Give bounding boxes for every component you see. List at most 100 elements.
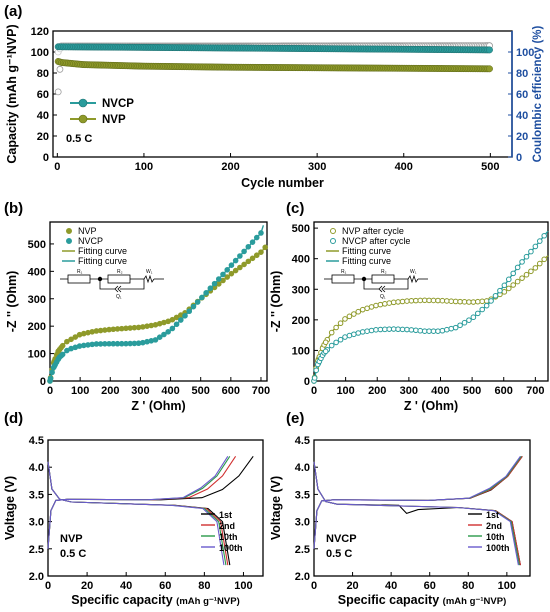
panel-c-point-0	[322, 339, 329, 346]
panel-d-xlabel: Specific capacity (mAh g⁻¹NVP)	[71, 593, 240, 607]
panel-c-xtick-label: 400	[431, 385, 449, 397]
panel-c-point-0	[333, 324, 339, 331]
panel-b-legend-1: NVCP	[78, 236, 103, 246]
panel-c-point-1	[413, 327, 419, 334]
panel-c-point-0	[417, 297, 424, 304]
panel-c-point-1	[435, 328, 441, 334]
panel-c-circuit-r1	[331, 274, 355, 284]
panel-b-legend-marker-1	[66, 238, 72, 244]
panel-a-xtick-label: 100	[135, 161, 153, 173]
panel-c-point-0	[501, 289, 508, 295]
panel-b-xtick-label: 100	[71, 385, 89, 397]
panel-d-xtick-label: 60	[159, 580, 171, 592]
panel-c-point-1	[386, 326, 393, 332]
panel-e-ytick-label: 2.5	[295, 544, 310, 556]
panel-d-ytick-label: 3.5	[29, 489, 44, 501]
panel-b-circuit-label-r1: R₁	[77, 269, 83, 275]
panel-b-circuit-r1	[67, 274, 91, 284]
panel-c-point-0	[452, 298, 459, 305]
panel-b-xtick-label: 600	[222, 385, 240, 397]
panel-e-annotation-rate: 0.5 C	[326, 548, 352, 560]
panel-a-ytick-label: 120	[31, 26, 49, 38]
panel-c-point-0	[475, 298, 481, 305]
panel-c-point-0	[479, 298, 486, 305]
panel-b-xtick-label: 300	[131, 385, 149, 397]
panel-c-xtick-label: 200	[368, 385, 386, 397]
panel-b-point-1	[186, 308, 193, 315]
panel-d-ytick-label: 2.5	[29, 544, 44, 556]
panel-b-legend-marker-0	[66, 228, 72, 234]
panel-c-point-1	[373, 327, 379, 333]
panel-b-point-0	[173, 314, 180, 321]
panel-a-ylabel: Capacity (mAh g⁻¹NVP)	[5, 24, 19, 163]
panel-b-point-1	[237, 253, 243, 259]
panel-b-point-1	[169, 325, 176, 332]
panel-d-legend-2: 10th	[219, 532, 238, 542]
panel-b-legend-0: NVP	[78, 226, 97, 236]
panel-b-circuit-r2	[107, 274, 131, 284]
panel-c-point-0	[359, 306, 366, 313]
panel-a-ytick-label: 0	[43, 152, 49, 164]
panel-c-point-0	[395, 299, 401, 305]
panel-a-ytick-label: 100	[31, 47, 49, 59]
panel-c-point-0	[532, 265, 539, 271]
panel-b-point-1	[152, 337, 159, 343]
panel-c-circuit-w1	[407, 274, 419, 284]
panel-a-label: (a)	[4, 3, 22, 20]
panel-c-point-0	[519, 275, 525, 281]
panel-c-point-0	[528, 268, 534, 275]
panel-c-point-1	[337, 336, 344, 343]
panel-c-point-1	[528, 248, 534, 255]
panel-d-xtick-label: 80	[198, 580, 210, 592]
panel-a-ytick-label: 40	[37, 110, 49, 122]
panel-a-ce-nvcp-point	[54, 88, 62, 96]
panel-c-point-1	[368, 327, 375, 334]
panel-c-point-0	[413, 297, 419, 304]
panel-c-xtick-label: 600	[495, 385, 513, 397]
panel-c-point-0	[386, 300, 393, 306]
panel-b-point-0	[58, 344, 64, 351]
panel-e-discharge-100th	[313, 461, 519, 566]
panel-b-point-1	[49, 369, 55, 376]
panel-a-nvcp-point	[486, 46, 493, 54]
panel-b-point-0	[228, 270, 235, 277]
panel-c-point-1	[351, 331, 357, 338]
panel-c-point-0	[421, 297, 428, 304]
panel-a-y2tick-label: 20	[516, 131, 528, 143]
panel-b-point-1	[58, 352, 64, 359]
panel-b-point-1	[249, 239, 256, 245]
panel-a-legend-nvp: NVP	[102, 114, 126, 126]
panel-c-point-0	[541, 256, 548, 263]
panel-a-y2tick-label: 40	[516, 110, 528, 122]
panel-a-ytick-label: 60	[37, 89, 49, 101]
panel-c-point-0	[408, 297, 415, 304]
panel-b-circuit-label-w1: W₁	[146, 269, 153, 275]
panel-c-point-1	[536, 238, 543, 244]
panel-c-ytick-label: 200	[292, 315, 310, 327]
panel-c-point-1	[479, 306, 486, 313]
panel-a-y2tick-label: 100	[516, 47, 534, 59]
panel-c-xtick-label: 0	[311, 385, 317, 397]
panel-d-legend-3: 100th	[219, 543, 243, 553]
panel-c-point-0	[328, 329, 335, 336]
panel-b-label: (b)	[4, 200, 23, 217]
panel-c-circuit-label-q1: Q₁	[380, 294, 386, 300]
panel-c-circuit-label-w1: W₁	[410, 269, 417, 275]
panel-e-xtick-label: 20	[346, 580, 358, 592]
panel-e-ytick-label: 3.0	[295, 517, 310, 529]
panel-d-xtick-label: 20	[81, 580, 93, 592]
panel-c-circuit-label-r1: R₁	[341, 269, 347, 275]
panel-b-point-0	[258, 249, 264, 255]
panel-d-annotation-rate: 0.5 C	[60, 548, 86, 560]
panel-b-ytick-label: 0	[40, 376, 46, 388]
panel-b-point-1	[190, 303, 197, 310]
panel-c-point-0	[536, 260, 543, 267]
panel-a-annotation: 0.5 C	[66, 133, 92, 145]
panel-b-point-1	[258, 230, 264, 236]
panel-b-frame	[49, 221, 268, 382]
panel-b-point-0	[245, 258, 252, 265]
panel-e-label: (e)	[286, 410, 304, 427]
panel-d-legend-0: 1st	[219, 510, 232, 520]
panel-b-point-0	[232, 267, 239, 274]
panel-c-point-1	[390, 326, 397, 332]
